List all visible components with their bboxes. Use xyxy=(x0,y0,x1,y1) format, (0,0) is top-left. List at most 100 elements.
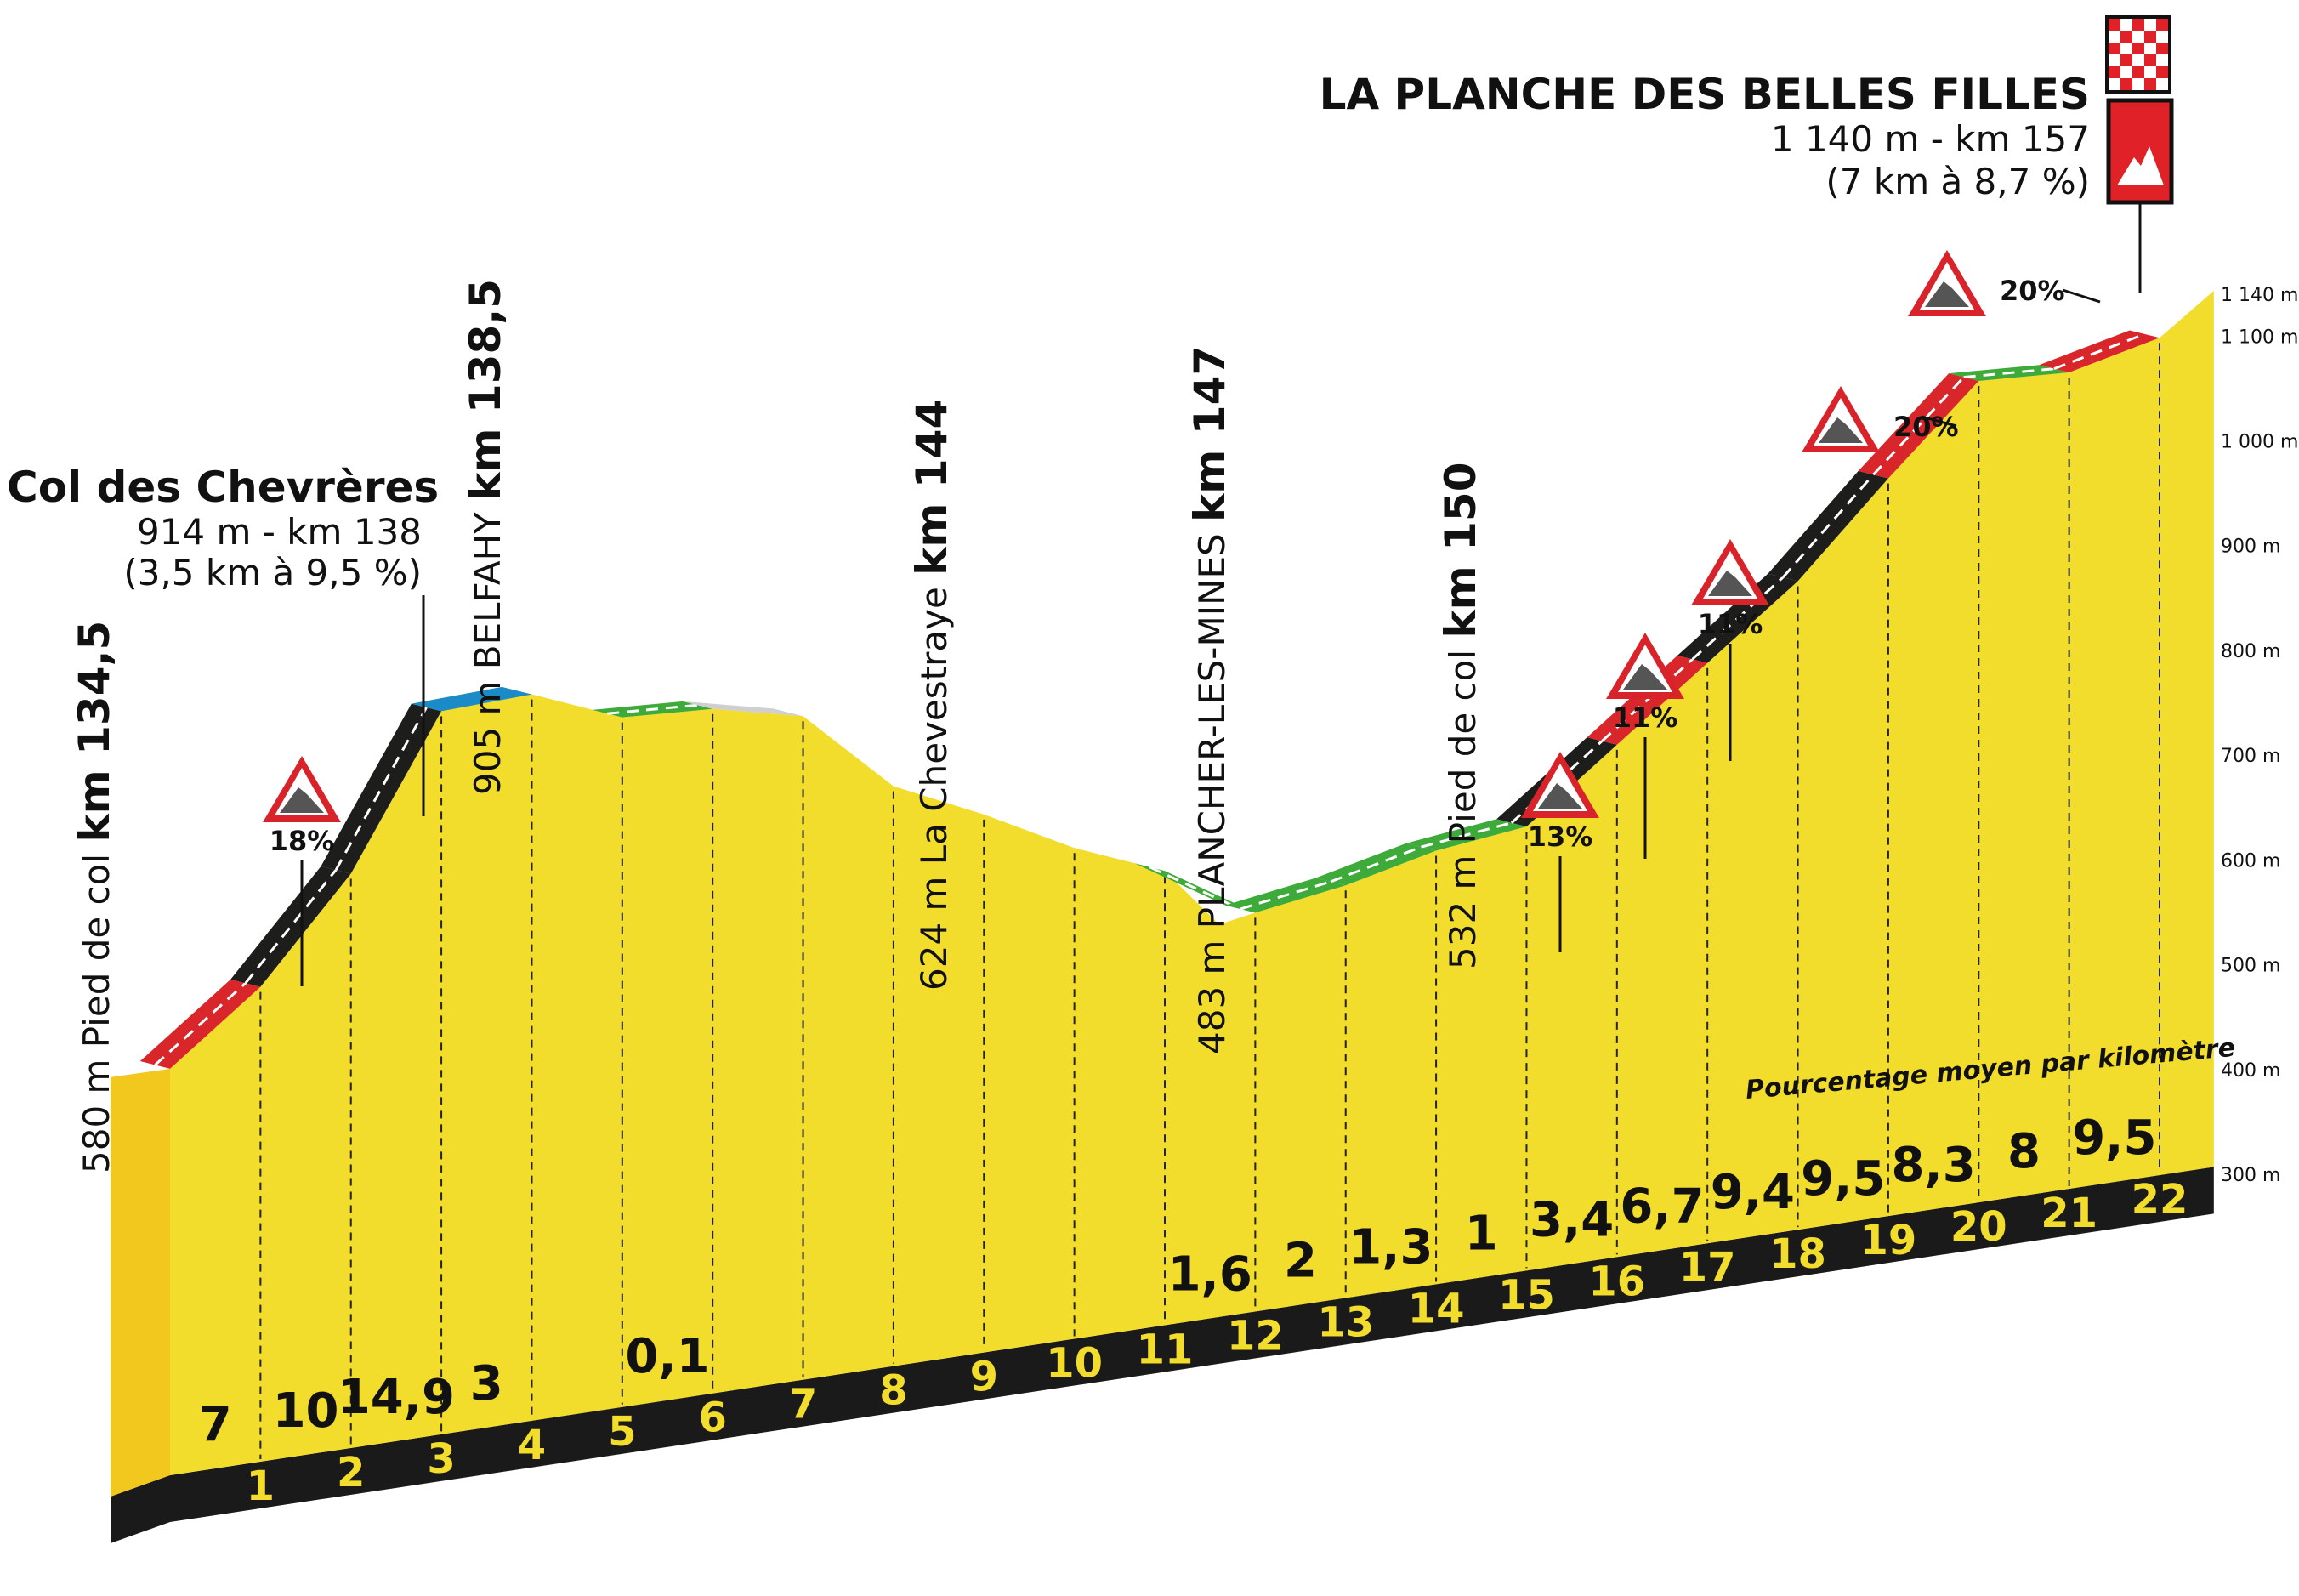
elevation-axis-label: 1 100 m xyxy=(2221,327,2298,348)
segment-gradient-label: 9,4 xyxy=(1711,1165,1795,1220)
sign-leader-line xyxy=(1921,415,1957,428)
steep-warning-sign: 20% xyxy=(1908,250,2101,316)
km-marker-label: 3 xyxy=(427,1435,455,1483)
road-center-line xyxy=(1330,845,1422,883)
waypoint-name: 483 m PLANCHER-LES-MINES xyxy=(1191,522,1233,1054)
sign-leader-line xyxy=(2062,288,2101,304)
waypoint-label: 905 m BELFAHY km 138,5 xyxy=(461,279,510,795)
profile-side-face xyxy=(111,1068,170,1497)
road-center-line xyxy=(607,703,698,715)
waypoint-km: km 150 xyxy=(1436,462,1485,638)
elevation-axis-label: 700 m xyxy=(2221,746,2280,767)
waypoint-km: km 134,5 xyxy=(70,621,119,843)
waypoint-name: 580 m Pied de col xyxy=(76,843,117,1173)
steep-warning-sign: 18% xyxy=(263,756,341,986)
waypoint-name: 532 m Pied de col xyxy=(1442,639,1484,969)
km-marker-label: 6 xyxy=(698,1394,726,1442)
summit-label: Col des Chevrères 914 m - km 138 (3,5 km… xyxy=(7,463,439,816)
km-marker-label: 22 xyxy=(2132,1176,2188,1224)
km-marker-label: 2 xyxy=(337,1449,365,1497)
road-center-line xyxy=(1421,821,1513,849)
road-center-line xyxy=(1963,367,2055,379)
segment-gradient-label: 10 xyxy=(273,1383,339,1439)
road-segment xyxy=(411,686,532,712)
elevation-axis-label: 300 m xyxy=(2221,1165,2280,1186)
profile-guides xyxy=(259,343,2160,1459)
km-marker-label: 21 xyxy=(2041,1190,2097,1237)
segment-gradient-label: 0,1 xyxy=(625,1329,709,1384)
waypoint-name: 905 m BELFAHY xyxy=(467,501,508,795)
steep-sign-label: 13% xyxy=(1528,821,1593,853)
steep-sign-label: 20% xyxy=(1893,411,1959,443)
finish-climb-stats: (7 km à 8,7 %) xyxy=(1825,161,2090,202)
km-marker-label: 8 xyxy=(879,1367,907,1415)
steep-sign-label: 20% xyxy=(2000,275,2065,307)
elevation-axis-label: 900 m xyxy=(2221,537,2280,558)
segment-gradient-label: 1,3 xyxy=(1348,1219,1433,1275)
elevation-axis-label: 1 000 m xyxy=(2221,432,2298,453)
km-marker-label: 9 xyxy=(970,1354,998,1401)
road-center-line xyxy=(1149,866,1241,911)
profile-fill xyxy=(170,291,2214,1475)
elevation-axis: 1 140 m 1 100 m 1 000 m 900 m 800 m 700 m 600 … xyxy=(2221,285,2298,1186)
finish-elevation: 1 140 m - km 157 xyxy=(1771,118,2090,160)
steep-sign-label: 18% xyxy=(270,825,335,857)
segment-gradient-label: 14,9 xyxy=(338,1370,455,1425)
km-marker-label: 4 xyxy=(518,1422,546,1469)
steep-sign-label: 11% xyxy=(1613,701,1678,734)
steep-signs: 18% 13% 11% 11% 20% 20% xyxy=(263,250,2101,986)
km-marker-label: 11 xyxy=(1137,1326,1194,1374)
waypoint-label: 483 m PLANCHER-LES-MINES km 147 xyxy=(1185,346,1235,1054)
summit-climb-stats: (3,5 km à 9,5 %) xyxy=(123,552,422,594)
road-center-line xyxy=(1601,658,1694,742)
base-band xyxy=(111,1167,2214,1543)
road-segment xyxy=(682,701,803,717)
elevation-axis-label: 800 m xyxy=(2221,641,2280,662)
segment-gradient-label: 3 xyxy=(470,1356,503,1411)
segment-gradient-label: 8,3 xyxy=(1891,1138,1975,1193)
mountain-finish-icon xyxy=(2106,98,2174,293)
km-marker-label: 13 xyxy=(1317,1298,1374,1346)
km-marker-label: 17 xyxy=(1679,1244,1736,1292)
elevation-axis-label: 500 m xyxy=(2221,956,2280,977)
finish-label: LA PLANCHE DES BELLES FILLES 1 140 m - k… xyxy=(1320,15,2174,293)
road-center-line xyxy=(244,869,338,985)
km-marker-label: 20 xyxy=(1950,1203,2007,1251)
steep-warning-sign: 11% xyxy=(1606,633,1684,859)
elevation-axis-label: 600 m xyxy=(2221,850,2280,872)
summit-name: Col des Chevrères xyxy=(7,463,439,512)
segment-gradient-label: 3,4 xyxy=(1530,1192,1614,1247)
waypoint-label: 580 m Pied de col km 134,5 xyxy=(70,621,119,1173)
segment-gradient-label: 2 xyxy=(1284,1233,1317,1288)
waypoint-name: 624 m La Chevestraye xyxy=(913,576,955,991)
segment-gradient-label: 8 xyxy=(2007,1124,2041,1179)
waypoint-km: km 138,5 xyxy=(461,279,510,501)
km-marker-label: 19 xyxy=(1860,1217,1917,1264)
steep-warning-sign: 13% xyxy=(1521,752,1599,952)
steep-warning-sign: 11% xyxy=(1691,539,1769,761)
road-segment xyxy=(321,703,442,874)
road-ribbon xyxy=(139,330,2160,1069)
summit-elevation: 914 m - km 138 xyxy=(137,511,422,553)
segment-gradient-label: 1 xyxy=(1465,1206,1498,1261)
segment-gradient-label: 9,5 xyxy=(1801,1151,1885,1207)
checkered-flag-icon xyxy=(2105,15,2171,94)
road-center-line xyxy=(1781,474,1875,579)
road-segment xyxy=(230,866,351,987)
road-center-line xyxy=(2053,332,2145,371)
segment-gradient-label: 6,7 xyxy=(1620,1179,1704,1234)
elevation-axis-label: 1 140 m xyxy=(2221,285,2298,306)
road-center-line xyxy=(1240,880,1331,911)
waypoint-label: 624 m La Chevestraye km 144 xyxy=(907,400,956,991)
km-marker-label: 12 xyxy=(1227,1312,1284,1360)
km-marker-label: 1 xyxy=(247,1463,275,1510)
waypoint-labels: 580 m Pied de col km 134,5 905 m BELFAHY … xyxy=(70,279,1485,1173)
steep-warning-sign: 20% xyxy=(1802,386,1959,452)
road-center-line xyxy=(154,982,247,1066)
road-center-line xyxy=(1872,376,1965,476)
finish-name: LA PLANCHE DES BELLES FILLES xyxy=(1320,70,2090,119)
waypoint-label: 532 m Pied de col km 150 xyxy=(1436,462,1485,969)
base-band-shape xyxy=(111,1167,2214,1543)
km-marker-labels: 1 2 3 4 5 6 7 8 9 10 11 12 13 14 15 16 17 18 19 20 21 22 xyxy=(247,1176,2188,1510)
